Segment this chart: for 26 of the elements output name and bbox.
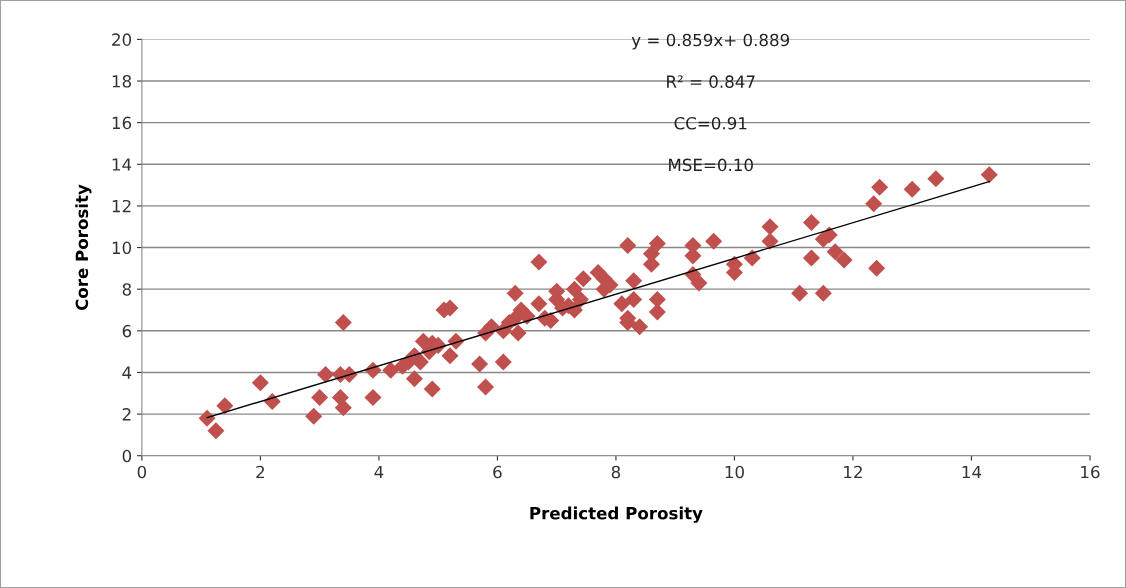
y-tick-label: 6 [122, 324, 132, 338]
annotation: CC=0.91 [674, 116, 747, 130]
y-tick-label: 10 [112, 241, 132, 255]
x-tick-label: 12 [844, 465, 862, 479]
x-tick-label: 0 [137, 465, 147, 479]
annotation: MSE=0.10 [669, 158, 753, 172]
y-tick-label: 0 [122, 449, 132, 463]
x-tick-label: 4 [374, 465, 384, 479]
y-tick-label: 14 [112, 158, 132, 171]
y-tick-label: 12 [112, 199, 131, 213]
annotation: y = 0.859x+ 0.889 [631, 33, 790, 50]
x-tick-label: 8 [611, 465, 621, 479]
y-axis-title: Core Porosity [75, 184, 92, 311]
x-axis-title: Predicted Porosity [530, 506, 703, 523]
y-tick-label: 4 [122, 366, 132, 379]
x-tick-label: 14 [962, 465, 982, 479]
x-tick-label: 6 [493, 465, 502, 479]
y-tick-label: 16 [112, 116, 132, 130]
x-tick-label: 2 [256, 465, 265, 479]
annotation: R² = 0.847 [667, 75, 755, 88]
y-tick-label: 8 [122, 283, 132, 296]
x-tick-label: 16 [1081, 465, 1100, 479]
y-tick-label: 20 [112, 33, 132, 46]
y-tick-label: 18 [112, 74, 132, 88]
x-tick-label: 10 [725, 465, 744, 479]
y-tick-label: 2 [122, 408, 131, 421]
